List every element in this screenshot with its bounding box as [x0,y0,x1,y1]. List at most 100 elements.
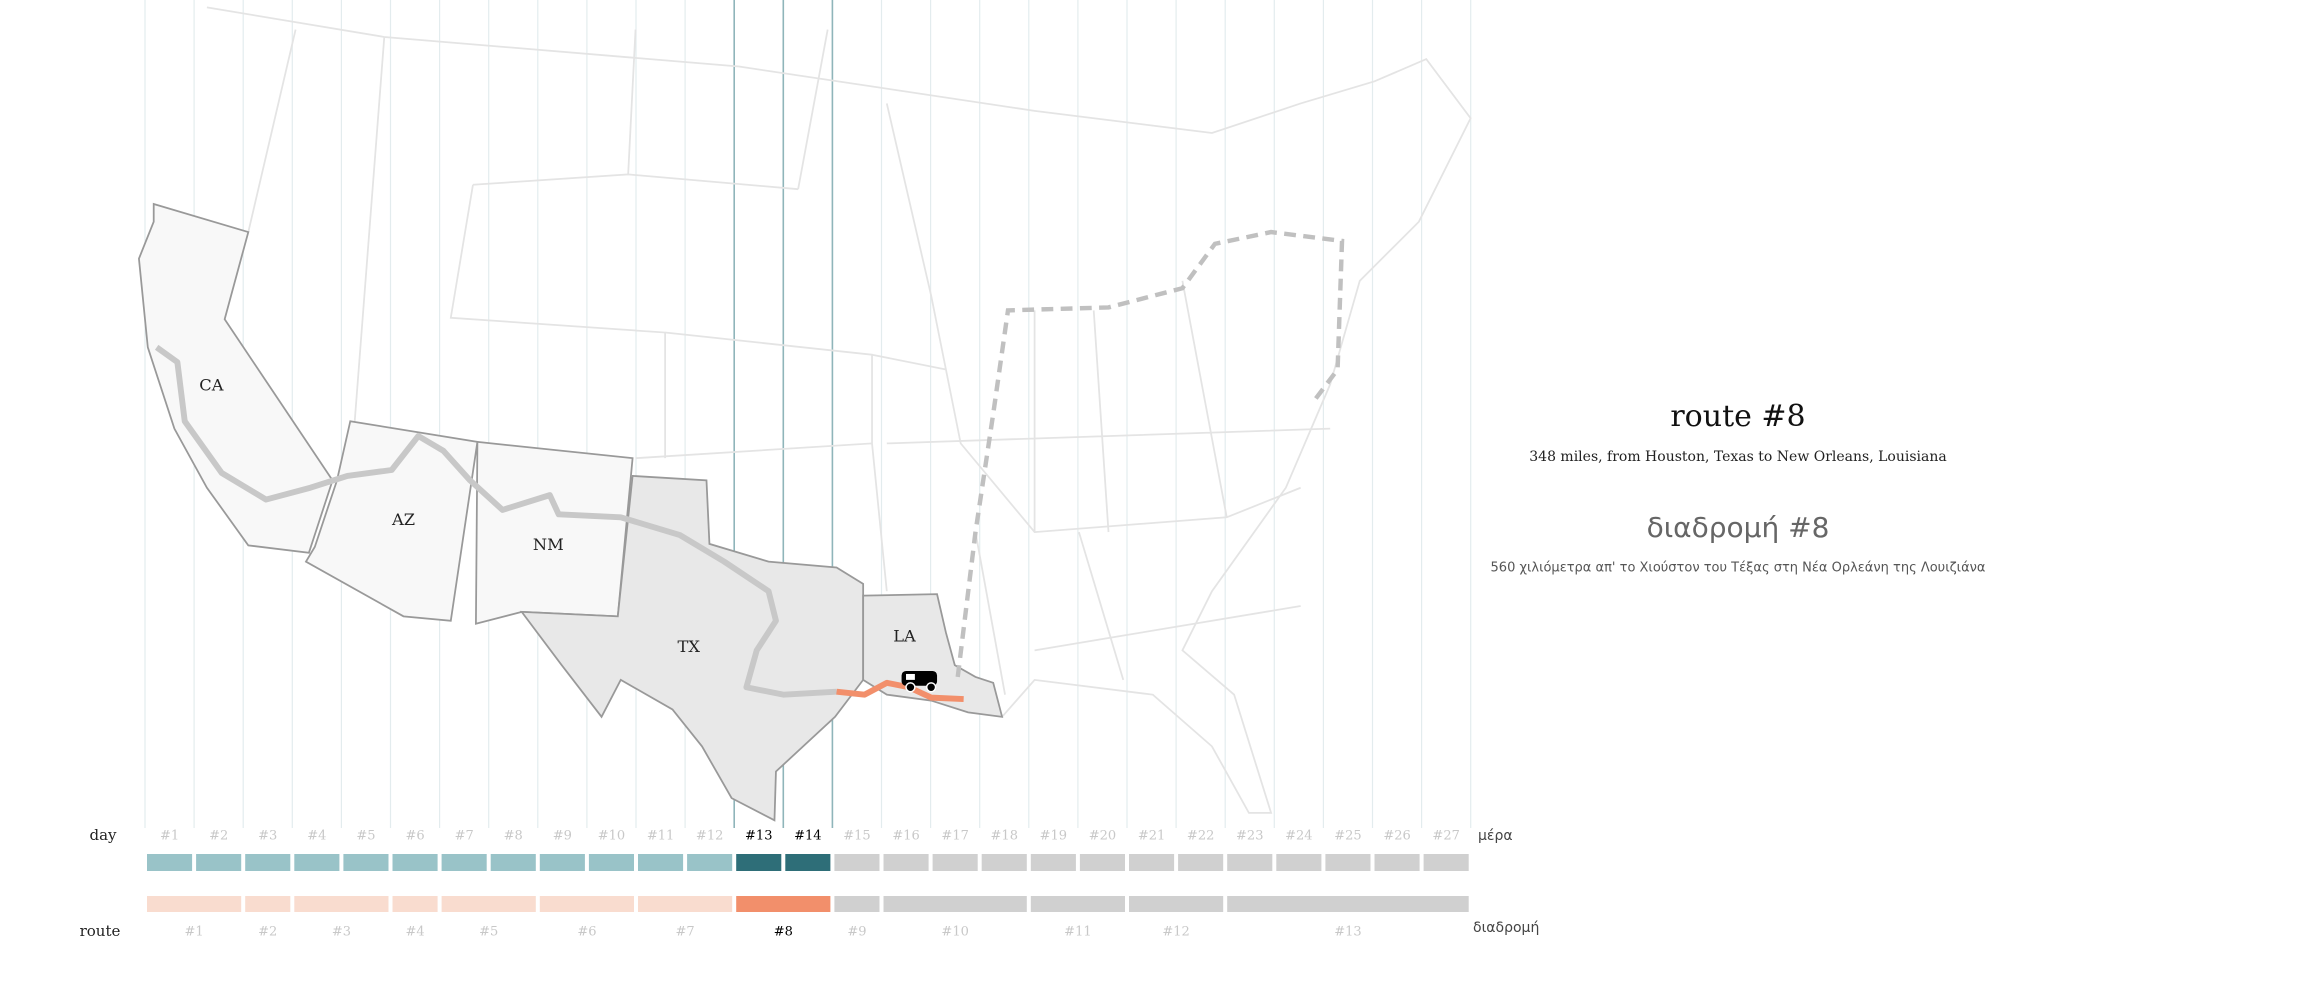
route-active [836,679,964,703]
day-bar [1129,854,1175,871]
day-label: #24 [1285,829,1312,844]
day-label: #2 [209,829,228,844]
day-label: #21 [1138,829,1165,844]
route-label: #10 [941,925,968,940]
route-description-alt: 560 χιλιόμετρα απ' το Χιούστον του Τέξας… [1491,561,1986,576]
route-title: route #8 [1670,399,1805,434]
day-bar [834,854,880,871]
route-bar [883,896,1027,912]
route-future [955,229,1345,678]
day-label: #3 [258,829,277,844]
route-label: #4 [405,925,424,940]
state-label: LA [893,627,916,646]
day-label: #27 [1432,829,1459,844]
day-bar [392,854,438,871]
day-label: #14 [794,829,821,844]
day-bar [147,854,193,871]
day-bar [883,854,929,871]
route-axis-label: route [80,922,121,940]
us-outline [206,6,1472,814]
route-label: #7 [676,925,695,940]
route-bar [441,896,536,912]
route-bar [1227,896,1469,912]
route-bar [834,896,880,912]
route-bar [638,896,733,912]
day-label: #9 [553,829,572,844]
day-bar [1030,854,1076,871]
van-icon [901,671,938,693]
day-bar [736,854,782,871]
day-label: #4 [307,829,326,844]
route-bar [1129,896,1224,912]
route-label: #9 [847,925,866,940]
day-label: #18 [991,829,1018,844]
day-axis-label-alt: μέρα [1478,828,1513,844]
day-bar [343,854,389,871]
day-bar [932,854,978,871]
route-label: #12 [1162,925,1189,940]
day-label: #11 [647,829,674,844]
day-bar [1227,854,1273,871]
day-bar [490,854,536,871]
route-label: #5 [479,925,498,940]
route-label: #6 [577,925,596,940]
state-nm [475,440,634,625]
day-bar [981,854,1027,871]
route-bar [294,896,389,912]
route-label: #1 [185,925,204,940]
route-description: 348 miles, from Houston, Texas to New Or… [1529,449,1946,465]
state-az [304,420,479,622]
day-label: #8 [504,829,523,844]
day-label: #5 [356,829,375,844]
day-label: #7 [455,829,474,844]
day-label: #16 [892,829,919,844]
day-label: #12 [696,829,723,844]
day-bar [441,854,487,871]
route-title-alt: διαδρομή #8 [1647,511,1830,544]
day-label: #25 [1334,829,1361,844]
day-label: #1 [160,829,179,844]
state-label: NM [533,535,564,554]
route-bar [147,896,242,912]
route-bar [539,896,634,912]
day-bar [1276,854,1322,871]
map: CA AZ NM TX LA [138,6,1472,822]
day-bar [196,854,242,871]
state-label: CA [199,375,223,394]
day-bar [1079,854,1125,871]
route-bar [392,896,438,912]
day-label: #26 [1383,829,1410,844]
day-label: #13 [745,829,772,844]
state-label: TX [678,637,701,656]
route-bar [736,896,831,912]
day-bar [294,854,340,871]
route-label: #2 [258,925,277,940]
day-bar [638,854,684,871]
day-bar [1423,854,1469,871]
route-label: #13 [1334,925,1361,940]
day-label: #10 [598,829,625,844]
route-bar [1030,896,1125,912]
day-label: #19 [1040,829,1067,844]
day-axis-label: day [89,826,117,844]
route-done [154,344,837,698]
day-bar [1178,854,1224,871]
state-label: AZ [391,510,415,529]
day-bar [785,854,831,871]
day-label: #15 [843,829,870,844]
day-label: #20 [1089,829,1116,844]
route-axis-label-alt: διαδρομή [1473,920,1539,936]
route-label: #8 [774,925,793,940]
day-bar [687,854,733,871]
route-label: #11 [1064,925,1091,940]
day-bar [245,854,291,871]
day-label: #22 [1187,829,1214,844]
day-bar [588,854,634,871]
day-label: #17 [941,829,968,844]
day-label: #23 [1236,829,1263,844]
state-borders [247,29,1331,695]
route-bar [245,896,291,912]
state-ca [138,202,334,554]
